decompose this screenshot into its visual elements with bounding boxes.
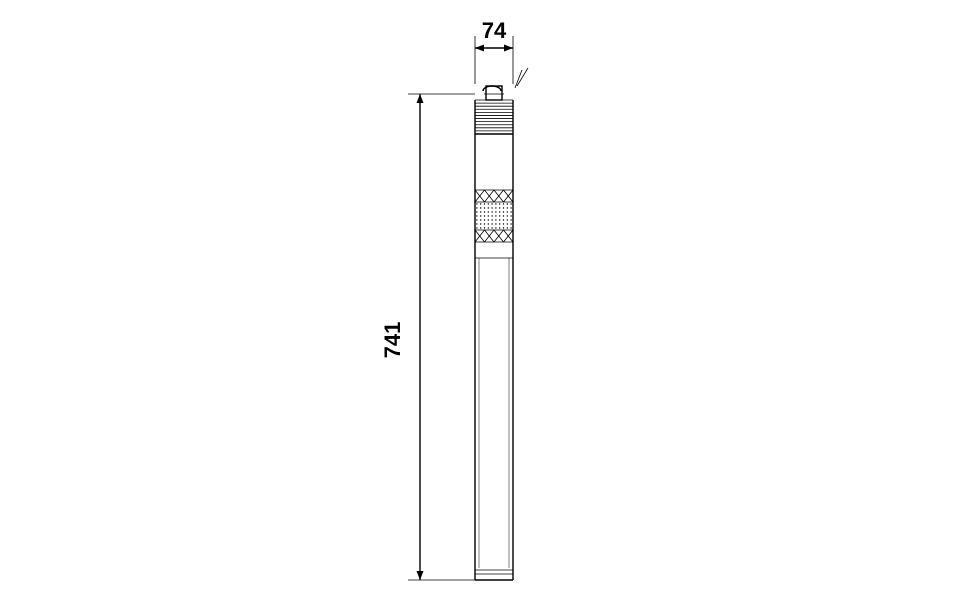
pump-body	[476, 86, 512, 229]
technical-drawing: 74 741	[0, 0, 976, 600]
height-dimension-label: 741	[380, 322, 405, 359]
width-dimension-label: 74	[482, 18, 507, 43]
